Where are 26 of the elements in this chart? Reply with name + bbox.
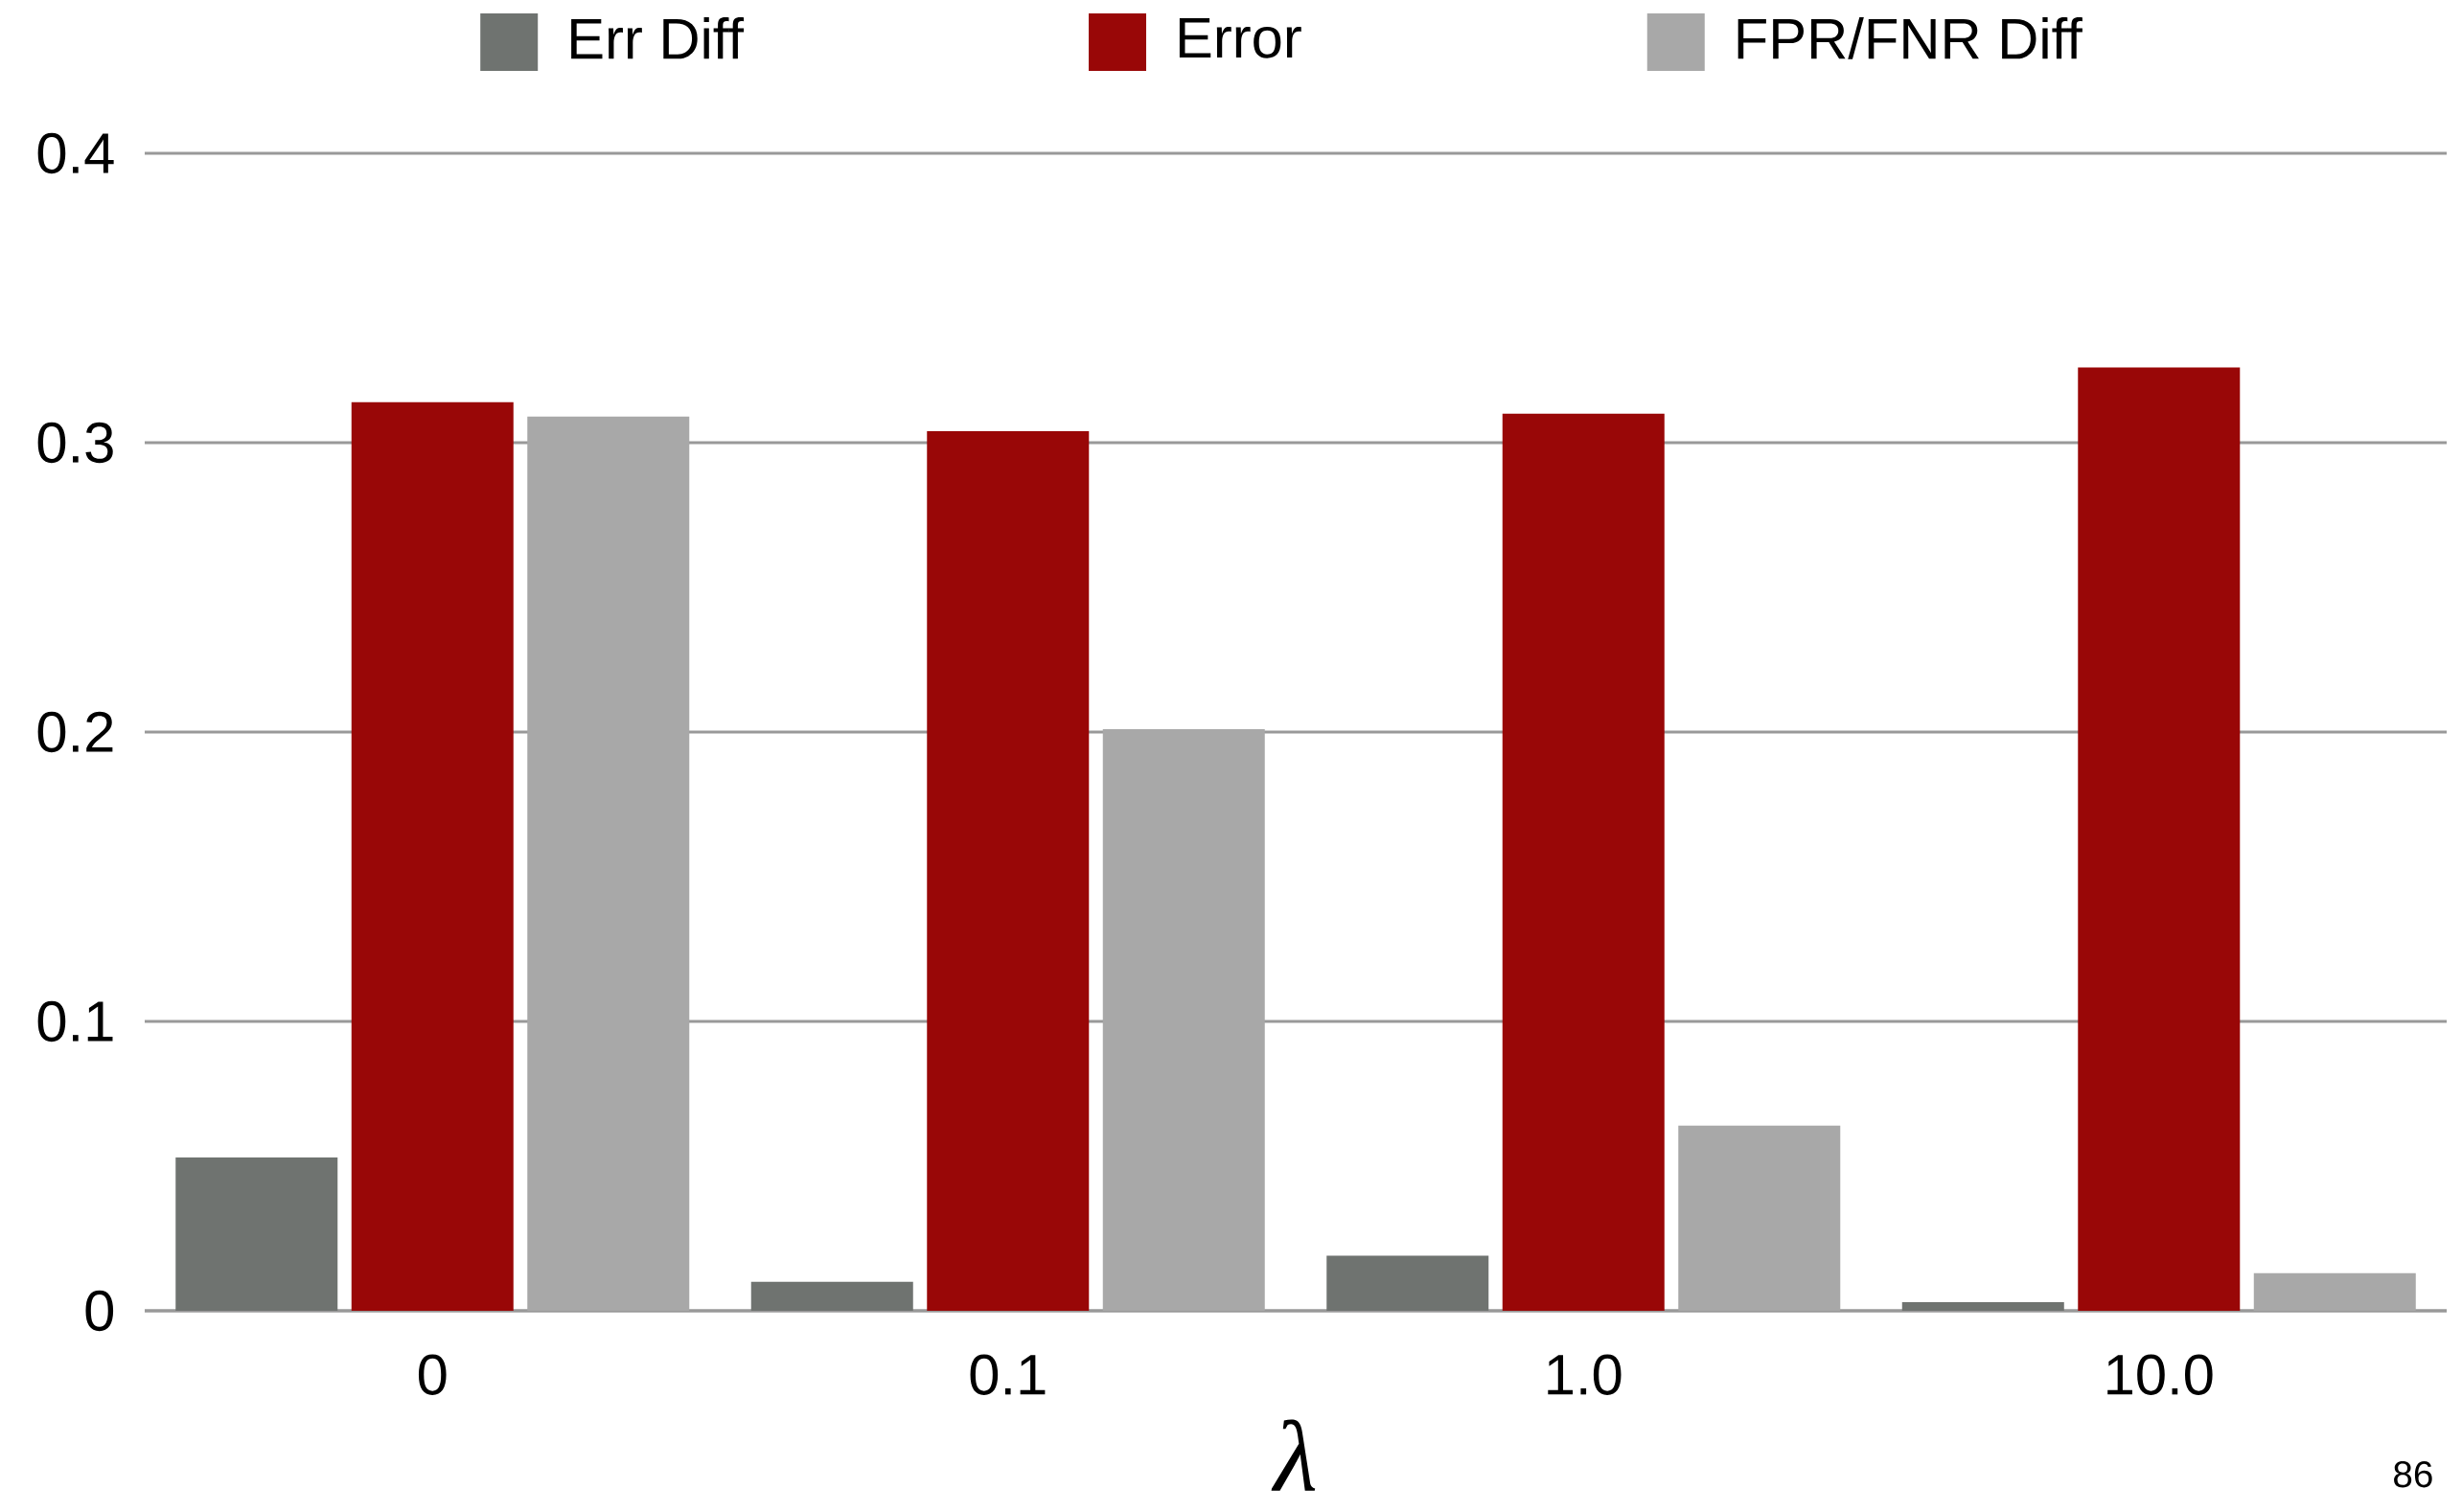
bar (2078, 367, 2241, 1311)
bar (1326, 1255, 1489, 1311)
bar (351, 401, 514, 1311)
legend-label: Err Diff (571, 16, 745, 59)
bar (927, 430, 1090, 1311)
bar (1678, 1125, 1841, 1311)
y-tick-label: 0.3 (37, 422, 113, 464)
bar (2253, 1272, 2416, 1311)
bar (175, 1157, 338, 1311)
legend-label: FPR/FNR Diff (1737, 16, 2082, 59)
x-tick-label: 0.1 (970, 1354, 1046, 1395)
y-tick-label: 0 (85, 1290, 114, 1332)
y-tick-label: 0.1 (37, 1000, 113, 1042)
bar (527, 416, 690, 1311)
x-tick-label: 1.0 (1548, 1354, 1622, 1395)
legend-label: Error (1179, 17, 1301, 58)
y-tick-label: 0.4 (37, 132, 114, 174)
bar (1901, 1301, 2064, 1311)
bar (1102, 728, 1265, 1311)
x-tick-label: 0 (418, 1354, 447, 1395)
x-axis-title: λ (1271, 1419, 1316, 1491)
bar (750, 1281, 913, 1311)
x-tick-label: 10.0 (2107, 1354, 2213, 1395)
text: 86 (2394, 1461, 2432, 1488)
bar (1502, 413, 1665, 1311)
y-tick-label: 0.2 (37, 711, 113, 753)
